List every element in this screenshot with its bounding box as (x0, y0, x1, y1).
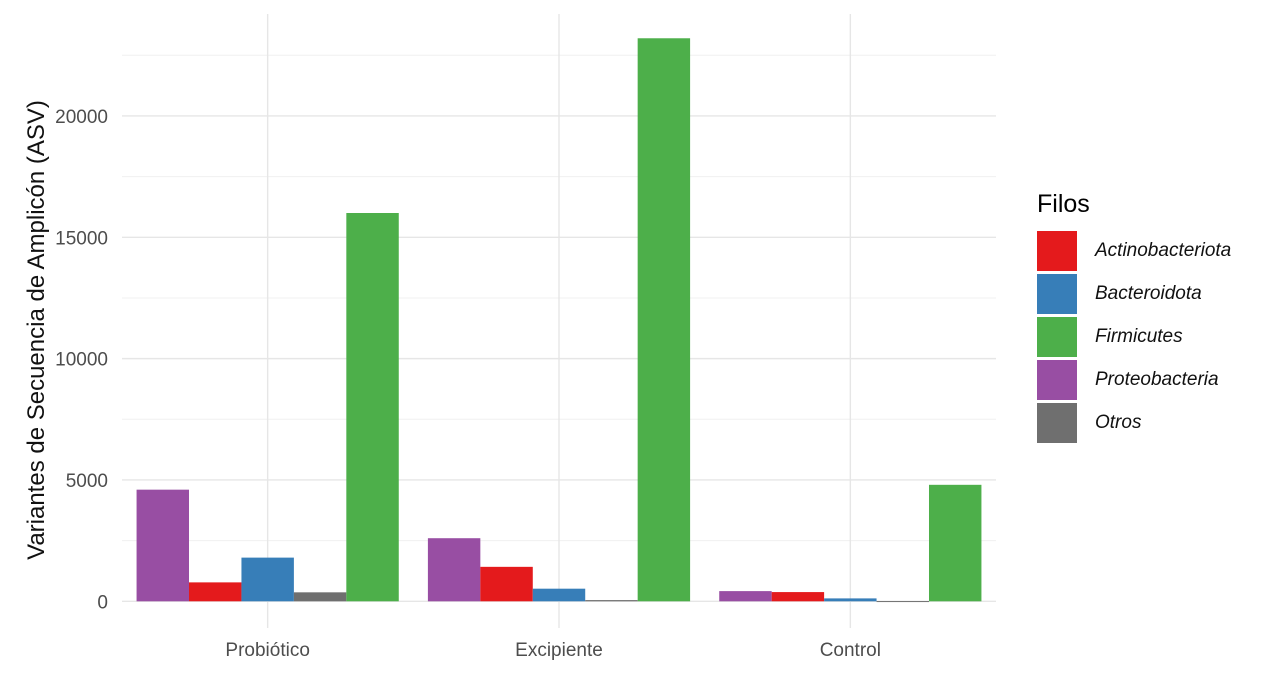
x-tick-label: Probiótico (225, 640, 310, 661)
y-axis-ticks: 0 5000 10000 15000 20000 (55, 107, 108, 613)
legend-label: Proteobacteria (1095, 368, 1219, 390)
bar-firmicutes-control (928, 484, 982, 602)
legend-swatch (1037, 273, 1077, 314)
bar-actinobacteriota-control (771, 592, 825, 602)
bar-firmicutes-excipiente (637, 38, 691, 602)
x-axis-ticks: Probiótico Excipiente Control (225, 640, 881, 661)
bar-bacteroidota-probiótico (241, 557, 294, 602)
y-tick-label: 5000 (66, 471, 108, 492)
bars (136, 38, 982, 603)
bar-proteobacteria-probiótico (136, 489, 190, 602)
bar-actinobacteriota-probiótico (189, 582, 242, 602)
bar-proteobacteria-control (719, 591, 772, 602)
x-tick-label: Excipiente (515, 640, 603, 661)
legend-swatch (1037, 359, 1077, 400)
bar-otros-control (876, 601, 929, 603)
y-tick-label: 10000 (55, 350, 108, 371)
legend-swatch (1037, 230, 1077, 271)
y-axis-label: Variantes de Secuencia de Amplicón (ASV) (23, 100, 50, 560)
x-tick-label: Control (820, 640, 881, 661)
legend-swatch (1037, 402, 1077, 443)
legend-item-proteobacteria: Proteobacteria (1037, 358, 1231, 401)
legend-title: Filos (1037, 190, 1090, 218)
bar-firmicutes-probiótico (346, 213, 399, 602)
grid-lines (122, 14, 996, 628)
legend-label: Otros (1095, 411, 1142, 433)
legend-label: Bacteroidota (1095, 282, 1202, 304)
legend-item-otros: Otros (1037, 401, 1231, 444)
bar-actinobacteriota-excipiente (480, 566, 533, 602)
y-tick-label: 20000 (55, 107, 108, 128)
legend-label: Actinobacteriota (1095, 239, 1232, 261)
bar-bacteroidota-excipiente (532, 588, 586, 602)
legend-item-bacteroidota: Bacteroidota (1037, 272, 1231, 315)
bar-bacteroidota-control (824, 598, 877, 602)
bar-otros-probiótico (293, 592, 347, 602)
bar-otros-excipiente (585, 600, 638, 602)
legend: Filos Actinobacteriota Bacteroidota Firmic… (1037, 190, 1231, 444)
y-tick-label: 0 (97, 592, 108, 613)
bar-proteobacteria-excipiente (427, 538, 481, 602)
legend-label: Firmicutes (1095, 325, 1183, 347)
legend-swatch (1037, 316, 1077, 357)
legend-item-firmicutes: Firmicutes (1037, 315, 1231, 358)
y-tick-label: 15000 (55, 228, 108, 249)
legend-item-actinobacteriota: Actinobacteriota (1037, 229, 1231, 272)
